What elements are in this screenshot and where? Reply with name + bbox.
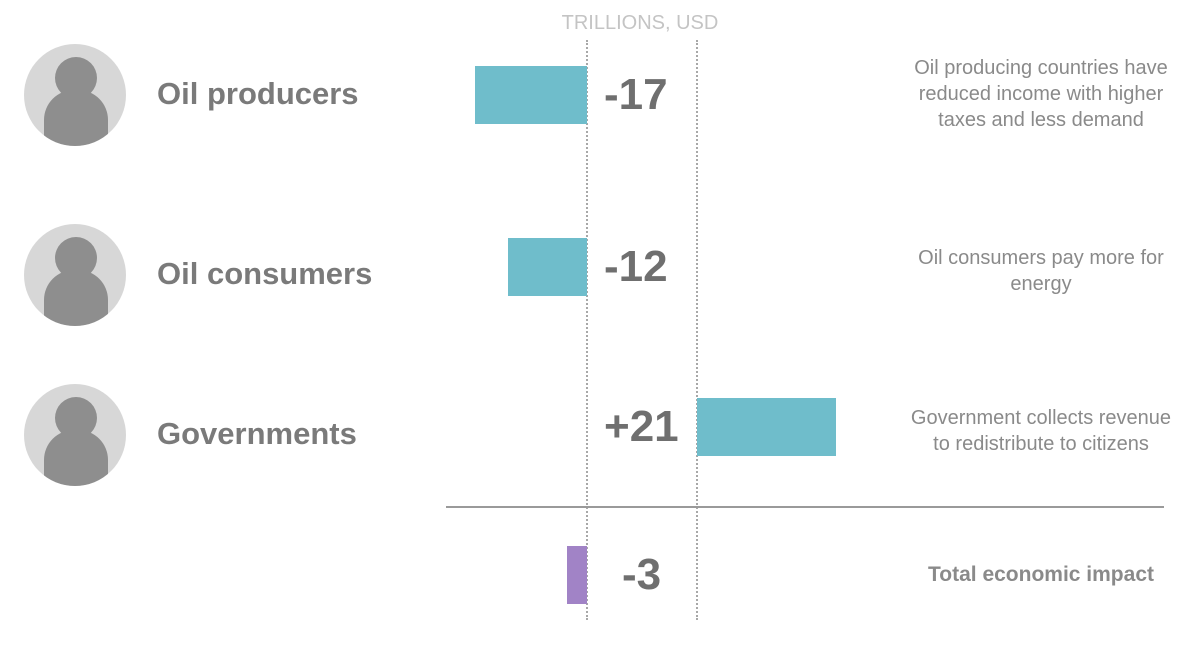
bar <box>507 238 587 296</box>
positive-guide-line <box>696 40 698 620</box>
bar-value-label: +21 <box>604 402 679 451</box>
bar-value-label: -17 <box>604 70 668 119</box>
avatar-body <box>44 430 108 486</box>
total-divider-line <box>446 506 1164 508</box>
avatar <box>24 44 126 146</box>
unit-label: TRILLIONS, USD <box>561 12 719 34</box>
bar-description: Government collects revenue to redistrib… <box>910 407 1172 455</box>
avatar <box>24 224 126 326</box>
avatar <box>24 384 126 486</box>
row-label: Governments <box>157 416 357 451</box>
bar <box>474 66 587 124</box>
total-value-label: -3 <box>622 550 662 599</box>
row-label: Oil consumers <box>157 256 373 291</box>
bar-description: Oil consumers pay more for energy <box>918 247 1164 295</box>
zero-guide-line <box>586 40 588 620</box>
bar <box>697 398 836 456</box>
bar-description: Oil producing countries have reduced inc… <box>914 57 1168 131</box>
avatar-body <box>44 270 108 326</box>
bar-value-label: -12 <box>604 242 668 291</box>
row-label: Oil producers <box>157 76 359 111</box>
avatar-body <box>44 90 108 146</box>
total-bar <box>567 546 587 604</box>
total-description: Total economic impact <box>928 563 1154 586</box>
